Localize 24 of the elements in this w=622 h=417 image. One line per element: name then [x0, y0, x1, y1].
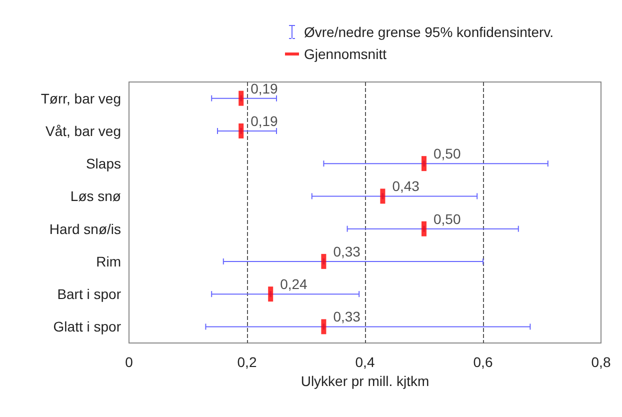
- y-tick-label: Slaps: [86, 156, 121, 172]
- data-label: 0,24: [280, 276, 308, 292]
- y-tick-label: Tørr, bar veg: [40, 90, 121, 106]
- legend-label: Øvre/nedre grense 95% konfidensinterv.: [304, 24, 554, 40]
- data-label: 0,50: [434, 210, 461, 227]
- data-label: 0,43: [392, 178, 420, 194]
- x-tick-label: 0: [125, 354, 134, 370]
- data-label: 0,33: [333, 243, 361, 260]
- data-label: 0,19: [250, 80, 278, 96]
- data-label: 0,33: [333, 308, 361, 325]
- x-tick-label: 0,8: [591, 354, 611, 370]
- y-tick-label: Rim: [96, 253, 121, 270]
- y-tick-label: Glatt i spor: [53, 318, 122, 335]
- y-tick-label: Bart i spor: [57, 286, 122, 302]
- y-tick-label: Våt, bar veg: [46, 122, 121, 139]
- x-axis-title: Ulykker pr mill. kjtkm: [300, 372, 430, 389]
- data-label: 0,50: [434, 146, 461, 162]
- x-tick-label: 0,4: [355, 354, 375, 370]
- legend-label: Gjennomsnitt: [304, 46, 387, 62]
- x-tick-label: 0,2: [237, 354, 257, 370]
- x-tick-label: 0,6: [473, 354, 493, 370]
- y-tick-label: Hard snø/is: [49, 220, 121, 237]
- data-label: 0,19: [250, 112, 278, 129]
- y-tick-label: Løs snø: [70, 188, 122, 204]
